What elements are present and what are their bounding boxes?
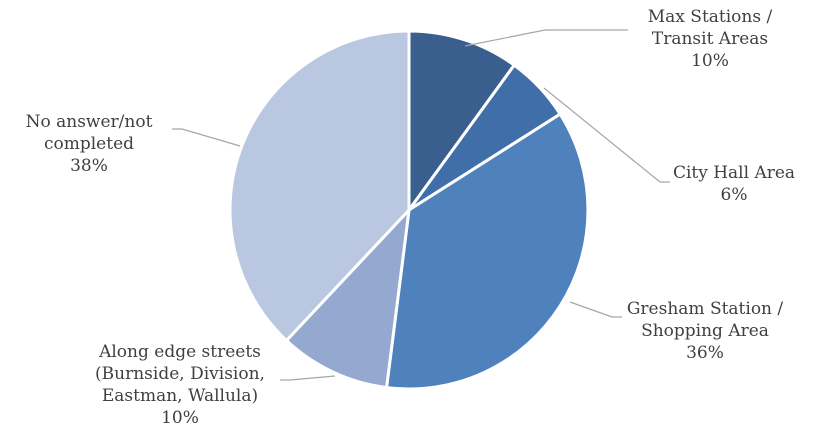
slice-label: Gresham Station / Shopping Area 36% [627,299,784,363]
slice-percent: 6% [721,185,748,205]
slice-label-line: Eastman, Wallula) [102,386,258,406]
slice-label: Along edge streets (Burnside, Division, Ea… [95,342,265,428]
pie-slice [284,205,412,390]
pie-slice [384,112,590,391]
leader-line [569,301,622,318]
slice-label: Max Stations / Transit Areas 10% [648,7,773,71]
leader-line [543,87,670,183]
slice-label-line: Max Stations / [648,7,773,27]
data-labels: Max Stations / Transit Areas 10%City Hall … [26,7,795,428]
leader-line [464,29,628,47]
pie-slices [228,29,590,391]
slice-percent: 38% [70,156,108,176]
slice-label: No answer/not completed 38% [26,112,153,176]
slice-label-line: No answer/not [26,112,153,132]
slice-percent: 36% [686,343,724,363]
leader-line [172,128,241,147]
slice-percent: 10% [161,408,199,428]
slice-label-line: Transit Areas [652,29,768,49]
leader-lines [172,29,670,381]
leader-line [280,375,336,381]
slice-label-line: (Burnside, Division, [95,364,265,384]
slice-label-line: Gresham Station / [627,299,784,319]
slice-label-line: City Hall Area [673,163,795,183]
slice-label-line: Along edge streets [98,342,261,362]
slice-label-line: completed [44,134,134,154]
slice-label-line: Shopping Area [641,321,769,341]
pie-slice [228,29,411,343]
pie-slice [407,29,517,215]
slice-label: City Hall Area 6% [673,163,795,205]
slice-percent: 10% [691,51,729,71]
